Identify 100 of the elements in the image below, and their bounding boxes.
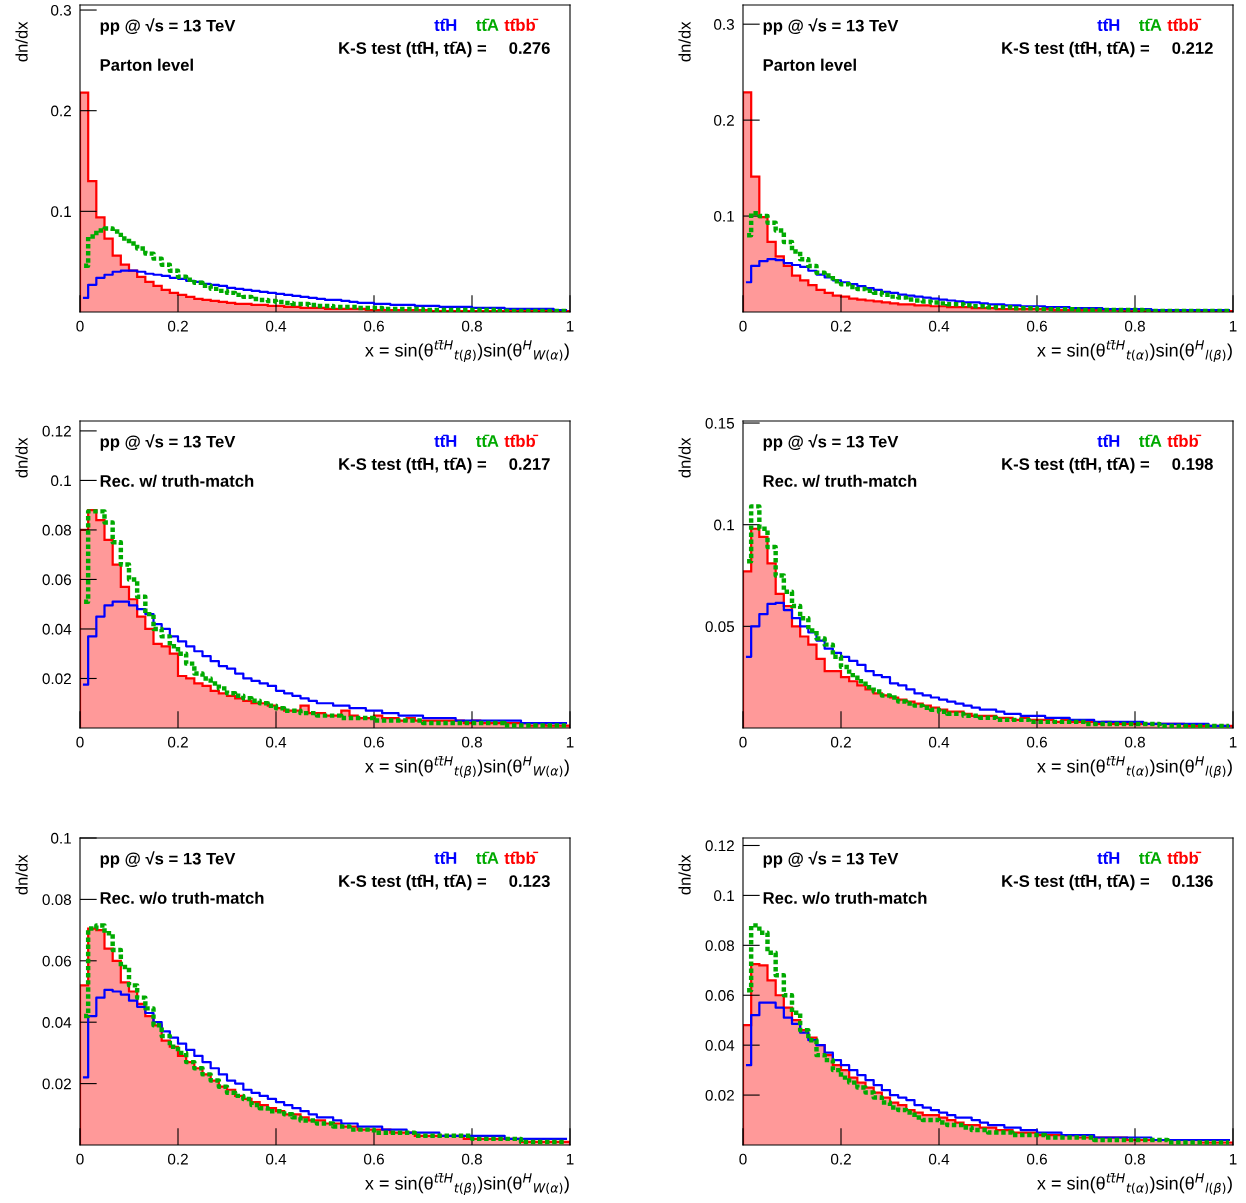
y-tick-label: 0.3 [714, 19, 734, 30]
x-tick-label: 0.2 [830, 736, 851, 748]
annotation: Rec. w/ truth-match [100, 474, 254, 488]
x-tick-label: 0 [739, 1153, 747, 1165]
annotation: 0.276 [509, 42, 550, 54]
text: tt̄A [1139, 18, 1162, 31]
annotation: 0.123 [509, 875, 550, 888]
text: tt̄A [1139, 851, 1162, 864]
annotation: K-S test (tt̄H, tt̄A) = [1002, 874, 1150, 891]
x-tick-label: 0.2 [167, 736, 188, 748]
annotation: pp @ √s = 13 TeV [763, 18, 899, 35]
x-tick-label: 1 [566, 736, 574, 748]
annotation: 0.198 [1172, 458, 1213, 470]
y-tick-label: 0.1 [714, 890, 734, 902]
text: tt̄bb̄ [1167, 851, 1202, 864]
x-tick-label: 0.4 [928, 1153, 950, 1165]
annotation: pp @ √s = 13 TeV [100, 851, 236, 868]
x-tick-label: 0.2 [830, 320, 851, 332]
x-tick-label: 0.8 [461, 1153, 482, 1165]
x-tick-label: 0.8 [461, 320, 482, 332]
annotation: 0.212 [1172, 42, 1213, 54]
y-tick-label: 0.02 [42, 1078, 71, 1090]
x-tick-label: 0 [739, 320, 747, 332]
annotation: Parton level [100, 58, 193, 71]
y-tick-label: 0.06 [705, 990, 734, 1001]
x-axis-title: x = sin(θ$^{tt̄H}$$_{t(α)}$)sin(θ$^{H}$$_{l(β)}$) [1037, 756, 1232, 779]
y-axis-title: dn/dx [678, 854, 691, 895]
x-axis-title: x = sin(θ$^{tt̄H}$$_{t(β)}$)sin(θ$^{H}$$_{W(α)}$) [365, 756, 569, 779]
x-tick-label: 0.6 [363, 1153, 384, 1165]
annotation: pp @ √s = 13 TeV [100, 18, 236, 35]
text: tt̄bb̄ [504, 18, 539, 31]
annotation: Parton level [763, 58, 856, 71]
x-tick-label: 0.2 [167, 320, 188, 332]
y-tick-label: 0.1 [51, 832, 71, 844]
y-axis-title: dn/dx [15, 437, 28, 478]
x-tick-label: 0.8 [1124, 736, 1145, 748]
annotation: K-S test (tt̄H, tt̄A) = [1002, 457, 1150, 474]
text: tt̄H [434, 18, 457, 31]
y-tick-label: 0.12 [42, 425, 71, 437]
annotation: 0.217 [509, 458, 550, 470]
x-axis-title: x = sin(θ$^{tt̄H}$$_{t(α)}$)sin(θ$^{H}$$_{l(β)}$) [1037, 1173, 1232, 1196]
text: tt̄H [434, 851, 457, 864]
annotation: K-S test (tt̄H, tt̄A) = [1002, 41, 1150, 58]
x-tick-label: 0.6 [1026, 320, 1047, 332]
y-tick-label: 0.02 [42, 673, 71, 685]
x-tick-label: 1 [1229, 736, 1237, 748]
annotation: K-S test (tt̄H, tt̄A) = [339, 457, 487, 474]
annotation: pp @ √s = 13 TeV [100, 434, 236, 451]
text: tt̄H [434, 434, 457, 447]
y-tick-label: 0.12 [705, 840, 734, 852]
annotation: Rec. w/o truth-match [763, 891, 927, 905]
text: tt̄bb̄ [1167, 18, 1202, 31]
x-tick-label: 0 [76, 320, 84, 332]
annotation: K-S test (tt̄H, tt̄A) = [339, 874, 487, 891]
x-tick-label: 0.4 [928, 736, 950, 748]
annotation: Rec. w/ truth-match [763, 474, 917, 488]
y-tick-label: 0.04 [42, 623, 72, 635]
x-tick-label: 0.8 [1124, 1153, 1145, 1165]
x-tick-label: 1 [566, 1153, 574, 1165]
y-tick-label: 0.1 [51, 206, 71, 218]
text: tt̄A [476, 434, 499, 447]
text: tt̄A [1139, 434, 1162, 447]
y-axis-title: dn/dx [678, 21, 691, 62]
y-tick-label: 0.06 [42, 955, 71, 967]
x-tick-label: 0.8 [1124, 320, 1145, 332]
x-tick-label: 0.2 [167, 1153, 188, 1165]
x-tick-label: 0.2 [830, 1153, 851, 1165]
x-tick-label: 1 [566, 320, 574, 332]
x-tick-label: 1 [1229, 1153, 1237, 1165]
x-tick-label: 0.4 [265, 320, 287, 332]
y-tick-label: 0.05 [705, 621, 735, 633]
y-tick-label: 0.08 [42, 524, 72, 536]
y-tick-label: 0.08 [42, 894, 72, 906]
y-axis-title: dn/dx [15, 21, 28, 62]
x-tick-label: 0.6 [363, 736, 384, 748]
text: tt̄bb̄ [504, 851, 539, 864]
x-tick-label: 1 [1229, 320, 1237, 332]
y-tick-label: 0.2 [51, 105, 71, 117]
text: tt̄A [476, 18, 499, 31]
y-tick-label: 0.2 [714, 114, 734, 126]
text: tt̄A [476, 851, 499, 864]
annotation: K-S test (tt̄H, tt̄A) = [339, 41, 487, 58]
y-tick-label: 0.1 [51, 475, 71, 487]
y-tick-label: 0.02 [705, 1089, 734, 1101]
x-tick-label: 0.4 [265, 1153, 287, 1165]
x-tick-label: 0.6 [1026, 1153, 1047, 1165]
x-axis-title: x = sin(θ$^{tt̄H}$$_{t(β)}$)sin(θ$^{H}$$_{W(α)}$) [365, 340, 569, 363]
text: tt̄bb̄ [1167, 434, 1202, 447]
y-tick-label: 0.1 [714, 210, 734, 222]
x-tick-label: 0.8 [461, 736, 482, 748]
text: tt̄H [1097, 851, 1120, 864]
annotation: pp @ √s = 13 TeV [763, 434, 899, 451]
y-axis-title: dn/dx [15, 854, 28, 895]
y-tick-label: 0.04 [42, 1017, 72, 1028]
y-tick-label: 0.3 [51, 4, 71, 16]
x-tick-label: 0.4 [928, 320, 950, 332]
annotation: 0.136 [1172, 875, 1213, 888]
y-tick-label: 0.15 [705, 417, 735, 429]
text: tt̄H [1097, 18, 1120, 31]
y-tick-label: 0.08 [705, 940, 735, 952]
